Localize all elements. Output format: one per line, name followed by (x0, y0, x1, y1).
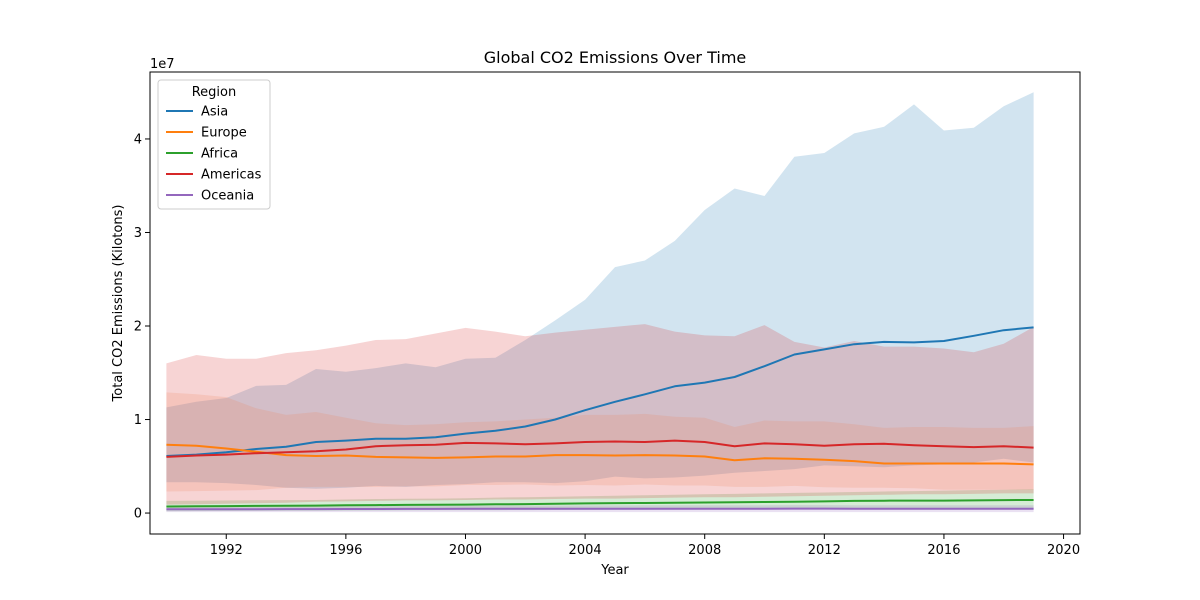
y-tick-label: 0 (134, 507, 142, 522)
plot-frame (149, 71, 1081, 535)
x-tick-label: 1992 (210, 543, 243, 558)
x-tick-label: 2004 (569, 543, 602, 558)
x-tick-label: 2012 (808, 543, 841, 558)
x-tick-label: 2008 (688, 543, 721, 558)
series-line-americas (166, 439, 1034, 458)
legend: Region Asia Europe Africa Americas Oceania (157, 79, 271, 210)
legend-label-europe: Europe (201, 126, 247, 141)
series-line-asia (166, 326, 1034, 457)
x-tick-label: 2016 (927, 543, 960, 558)
chart-title: Global CO2 Emissions Over Time (484, 48, 747, 67)
legend-title: Region (192, 85, 237, 100)
x-tick-label: 2020 (1047, 543, 1080, 558)
legend-label-americas: Americas (201, 168, 262, 183)
y-axis-label: Total CO2 Emissions (Kilotons) (111, 205, 126, 403)
x-tick-label: 2000 (449, 543, 482, 558)
x-axis-label: Year (600, 563, 629, 578)
legend-label-asia: Asia (201, 105, 228, 120)
series-line-africa (166, 499, 1034, 508)
y-tick-label: 4 (134, 132, 142, 147)
y-axis-offset-label: 1e7 (150, 57, 175, 72)
series-line-europe (166, 443, 1034, 466)
x-tick-label: 1996 (329, 543, 362, 558)
series-lines (166, 326, 1034, 511)
x-axis-ticks: 1992 1996 2000 2004 2008 2012 2016 2020 (210, 534, 1080, 558)
legend-label-africa: Africa (201, 147, 238, 162)
plot-background (150, 72, 1080, 534)
y-tick-label: 1 (134, 413, 142, 428)
y-tick-label: 3 (134, 226, 142, 241)
y-axis-ticks: 0 1 2 3 4 (134, 132, 150, 522)
band-asia (166, 92, 1034, 489)
y-tick-label: 2 (134, 320, 142, 335)
series-line-oceania (166, 507, 1034, 511)
legend-box (157, 79, 271, 210)
legend-label-oceania: Oceania (201, 189, 254, 204)
legend-items: Asia Europe Africa Americas Oceania (166, 105, 262, 204)
